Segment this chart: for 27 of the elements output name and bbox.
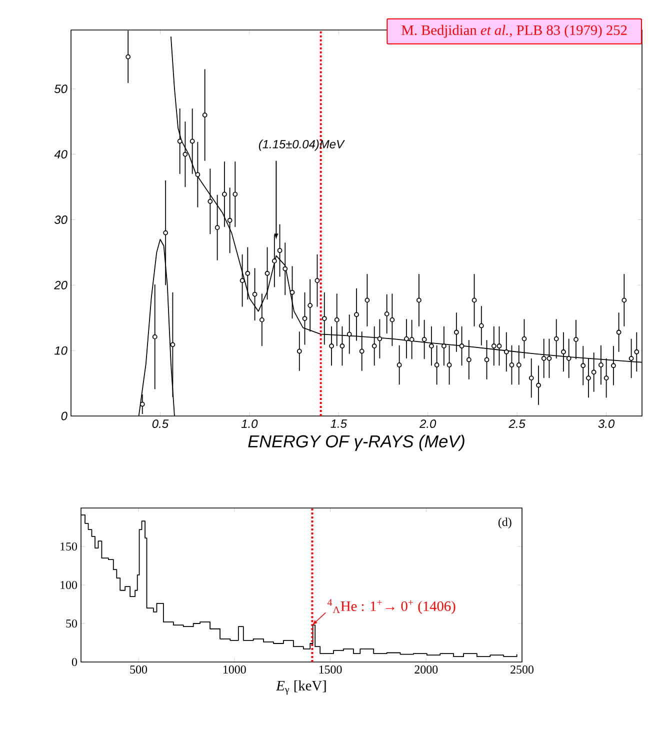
annotation: (1.15±0.04)MeV xyxy=(258,140,345,151)
x-tick-label: 2500 xyxy=(510,666,534,674)
y-tick-label: 20 xyxy=(54,280,68,290)
y-tick-label: 0 xyxy=(61,412,68,420)
y-tick-label: 10 xyxy=(54,346,68,355)
x-tick-label: 500 xyxy=(130,666,148,674)
y-tick-label: 150 xyxy=(60,542,78,551)
x-axis-title: ENERGY OF γ-RAYS (MeV) xyxy=(248,434,464,451)
y-tick-label: 50 xyxy=(66,619,78,628)
x-tick-label: 1.0 xyxy=(241,420,258,428)
y-tick-label: 30 xyxy=(54,215,68,224)
x-tick-label: 2.5 xyxy=(508,420,526,428)
x-tick-label: 2000 xyxy=(414,666,438,674)
y-tick-label: 40 xyxy=(54,150,68,159)
annotation: 4$_{Λ}$He : 1$^{+}$→ 0$^{+}$ (1406) xyxy=(327,599,456,614)
y-tick-label: 100 xyxy=(60,580,78,590)
x-axis-title: E$_{γ}$ [keV] xyxy=(276,680,326,695)
x-tick-label: 0.5 xyxy=(152,420,169,428)
x-tick-label: 1500 xyxy=(319,666,342,674)
annotation: M. Bedjidian et al., PLB 83 (1979) 252 xyxy=(402,24,627,38)
x-tick-label: 2.0 xyxy=(420,420,436,428)
annotation: (d) xyxy=(498,518,512,529)
x-tick-label: 1000 xyxy=(223,666,246,674)
y-tick-label: 50 xyxy=(54,84,68,94)
y-tick-label: 0 xyxy=(72,658,78,666)
x-tick-label: 1.5 xyxy=(330,420,347,428)
x-tick-label: 3.0 xyxy=(598,420,615,428)
